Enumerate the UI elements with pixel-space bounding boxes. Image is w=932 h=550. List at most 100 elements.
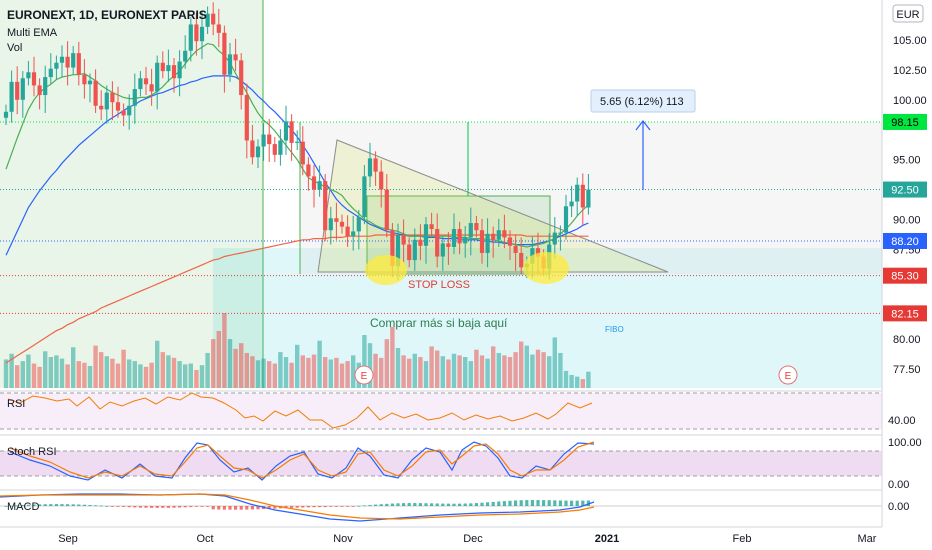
candle [26, 60, 31, 86]
volume-bar [334, 357, 339, 388]
macd-bar [234, 506, 238, 510]
volume-bar [440, 356, 445, 388]
earnings-marker-november[interactable]: E [354, 365, 374, 385]
volume-bar [317, 340, 322, 388]
macd-bar [329, 506, 333, 507]
candle [317, 165, 322, 197]
macd-bar [60, 504, 64, 506]
volume-bar [463, 357, 468, 388]
macd-bar [418, 503, 422, 506]
candle [423, 217, 429, 264]
candle [87, 73, 93, 103]
volume-bar [395, 348, 401, 388]
macd-bar [323, 506, 327, 508]
volume-bar [155, 340, 160, 388]
macd-bar [424, 503, 428, 506]
candle [463, 226, 468, 258]
candle [222, 25, 227, 93]
volume-bar [457, 355, 462, 388]
macd-bar [351, 506, 355, 507]
candle [468, 207, 473, 256]
price-level-lines [0, 121, 882, 314]
volume-bar [54, 355, 59, 388]
rsi-band [0, 393, 882, 429]
candle [373, 151, 378, 186]
candle [362, 165, 367, 225]
macd-bar [267, 506, 271, 509]
candle [110, 81, 115, 121]
price-badge-label: 98.15 [891, 117, 919, 129]
price-badge-label: 82.15 [891, 308, 919, 320]
time-axis-label: Oct [196, 533, 213, 545]
volume-bar [65, 364, 70, 388]
time-axis-label: Sep [58, 533, 78, 545]
candle [272, 136, 277, 163]
macd-bar [463, 503, 467, 506]
volume-bar [328, 359, 333, 388]
currency-button[interactable]: EUR [892, 4, 924, 23]
candle [244, 83, 249, 159]
macd-bar [250, 506, 254, 510]
volume-bar [160, 352, 165, 388]
price-badge-label: 85.30 [891, 271, 919, 283]
macd-bar [312, 506, 316, 508]
macd-bar [586, 500, 590, 506]
price-axis-label: 105.00 [893, 35, 927, 47]
candles [3, 2, 591, 281]
candle [586, 173, 591, 215]
volume-bar [149, 362, 154, 388]
volume-bar [558, 352, 563, 388]
macd-bar [99, 505, 103, 507]
macd-bar [430, 503, 434, 506]
macd-bar [357, 505, 361, 507]
macd-bar [525, 500, 529, 506]
candle [239, 53, 244, 110]
macd-bar [497, 501, 501, 506]
candle [155, 55, 160, 110]
price-badge: 82.15 [883, 305, 927, 322]
volume-bar [20, 361, 25, 388]
stoch-k-line [9, 441, 595, 481]
volume-bar [188, 363, 193, 388]
candle [20, 71, 25, 118]
study-volume[interactable]: Vol [7, 42, 22, 54]
candle [250, 124, 255, 165]
stop-loss-ellipse-left [365, 255, 407, 285]
time-axis-label: Nov [333, 533, 353, 545]
macd-bar [452, 503, 456, 506]
volume-bar [166, 355, 171, 388]
candle [407, 237, 412, 268]
volume-bar [59, 358, 65, 388]
candle [519, 237, 524, 275]
candle [54, 55, 59, 80]
candle [188, 17, 193, 62]
candle [3, 104, 9, 125]
candle [552, 217, 557, 259]
macd-bar [222, 506, 226, 510]
volume-bar [295, 344, 300, 388]
candle [351, 215, 356, 251]
volume-bar [278, 352, 283, 388]
candle [121, 103, 126, 127]
candle [575, 177, 580, 216]
macd-bar [469, 503, 473, 506]
macd-bar [390, 503, 394, 506]
earnings-marker-february[interactable]: E [778, 365, 798, 385]
candle [216, 8, 221, 48]
macd-bar [110, 506, 114, 507]
volume-bar [43, 351, 48, 388]
volume-bar [547, 356, 552, 388]
candle [379, 160, 384, 208]
ema-fast-line [5, 42, 589, 248]
stoch-axis-tick: 100.00 [888, 437, 922, 449]
time-axis-label: 2021 [595, 533, 619, 545]
time-axis-label: Mar [858, 533, 877, 545]
volume-bar [479, 355, 485, 388]
macd-bar [94, 505, 98, 507]
time-axis[interactable]: Sep Oct Nov Dec 2021 Feb Mar [58, 533, 877, 545]
study-multi-ema[interactable]: Multi EMA [7, 27, 58, 39]
volume-bar [401, 355, 406, 388]
candle [48, 53, 53, 85]
macd-bar [553, 500, 557, 506]
